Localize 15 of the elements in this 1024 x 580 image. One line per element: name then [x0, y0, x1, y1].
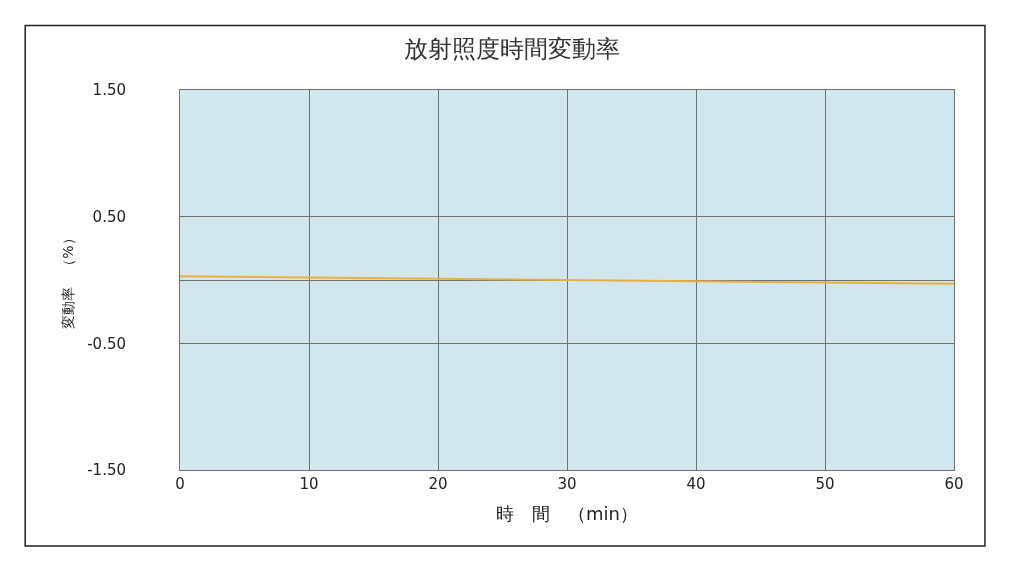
- x-axis-title: 時 間 （min）: [496, 503, 638, 525]
- x-tick-label: 40: [686, 475, 706, 493]
- x-tick-label: 60: [944, 475, 964, 493]
- x-tick-label: 0: [175, 475, 185, 493]
- x-tick-label: 30: [557, 475, 577, 493]
- y-tick-label: 1.50: [92, 81, 126, 100]
- x-tick-label: 50: [815, 475, 835, 493]
- y-axis-title: 変動率 （%）: [59, 231, 76, 329]
- y-tick-label: 0.50: [92, 207, 126, 226]
- x-tick-label: 10: [299, 475, 319, 493]
- x-tick-label: 20: [428, 475, 448, 493]
- line-series: [180, 275, 954, 285]
- y-tick-label: -1.50: [87, 461, 126, 480]
- y-tick-label: -0.50: [87, 334, 126, 353]
- chart-title: 放射照度時間変動率: [404, 35, 620, 64]
